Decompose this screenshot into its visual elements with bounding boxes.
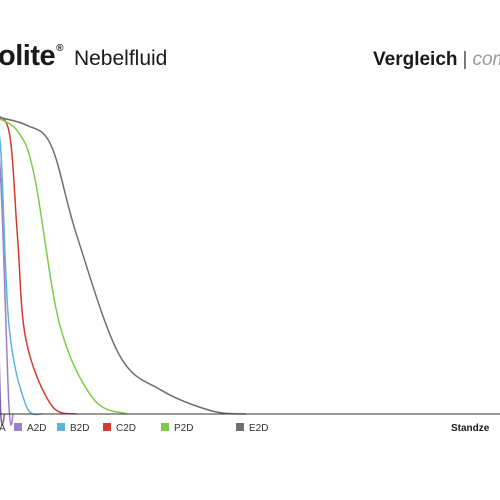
brand-name: olite (0, 40, 56, 72)
legend-swatch-a2d (14, 423, 22, 431)
legend-swatch-b2d (57, 423, 65, 431)
legend-item-c2d: C2D (103, 423, 136, 434)
series-line-p2d (0, 118, 128, 415)
legend-swatch-e2d (236, 423, 244, 431)
legend-item-a: A (0, 423, 6, 434)
series-line-c2d (0, 116, 77, 415)
legend-item-a2d: A2D (14, 423, 46, 434)
series-line-a2d (0, 158, 14, 426)
chart-title: Vergleich (373, 49, 458, 70)
legend-swatch-c2d (103, 423, 111, 431)
product-name: Nebelfluid (73, 47, 168, 70)
page-heading: Vergleich|com (373, 49, 500, 71)
legend-swatch-p2d (161, 423, 169, 431)
legend-label-p2d: P2D (174, 423, 193, 434)
series-line-a (0, 359, 6, 426)
legend: A A2D B2D C2D P2D E2D (0, 423, 268, 434)
legend-label-e2d: E2D (249, 423, 268, 434)
legend-item-p2d: P2D (161, 423, 193, 434)
chart-subtitle: com (472, 49, 500, 70)
brand-registered-mark: ® (56, 43, 64, 54)
heading-separator: | (462, 49, 468, 70)
series-line-e2d (0, 116, 247, 415)
legend-item-e2d: E2D (236, 423, 268, 434)
legend-label-a: A (0, 423, 6, 434)
legend-label-a2d: A2D (27, 423, 46, 434)
brand-logo: olite® Nebelfluid (0, 40, 167, 73)
legend-label-b2d: B2D (70, 423, 89, 434)
legend-item-b2d: B2D (57, 423, 89, 434)
legend-label-c2d: C2D (116, 423, 136, 434)
series-line-b2d (0, 133, 44, 416)
series-lines (0, 116, 247, 426)
x-axis-label: Standze (451, 423, 490, 434)
